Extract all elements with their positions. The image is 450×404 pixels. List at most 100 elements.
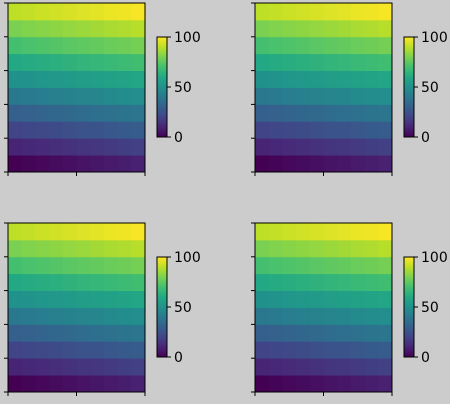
heatmap-cell <box>131 70 146 88</box>
heatmap-cell <box>296 307 311 325</box>
heatmap-cell <box>49 324 64 342</box>
heatmap-cell <box>103 104 118 122</box>
heatmap-cell <box>378 223 393 241</box>
heatmap-cell <box>131 104 146 122</box>
heatmap-cell <box>8 155 23 173</box>
heatmap-cell <box>62 138 77 156</box>
heatmap-cell <box>364 121 379 139</box>
heatmap-cell <box>364 155 379 173</box>
heatmap-cell <box>323 256 338 275</box>
heatmap-cell <box>337 223 352 241</box>
heatmap-cell <box>364 19 379 38</box>
heatmap-cell <box>296 290 311 308</box>
heatmap-cell <box>90 19 105 38</box>
heatmap-cell <box>323 19 338 38</box>
heatmap-cell <box>35 223 50 241</box>
heatmap-cell <box>268 19 283 38</box>
heatmap-cell <box>117 70 132 88</box>
heatmap-cell <box>268 138 283 156</box>
heatmap-cell <box>350 19 365 38</box>
heatmap-cell <box>337 358 352 376</box>
heatmap-cell <box>35 239 50 258</box>
heatmap-cell <box>21 273 36 291</box>
heatmap-cell <box>131 358 146 376</box>
heatmap-cell <box>255 104 270 122</box>
colorbar <box>404 37 414 137</box>
heatmap-cell <box>282 307 297 325</box>
heatmap-cell <box>350 138 365 156</box>
heatmap-cell <box>364 290 379 308</box>
heatmap-cell <box>49 358 64 376</box>
heatmap-cell <box>255 3 270 21</box>
heatmap-cell <box>8 358 23 376</box>
colorbar-tick-label: 50 <box>174 80 192 96</box>
heatmap-cell <box>49 290 64 308</box>
heatmap-cell <box>350 256 365 275</box>
heatmap-cell <box>282 256 297 275</box>
heatmap-cell <box>309 341 324 359</box>
heatmap-cell <box>8 19 23 38</box>
heatmap-cell <box>323 36 338 55</box>
heatmap-cell <box>309 36 324 55</box>
heatmap-cell <box>378 70 393 88</box>
heatmap-cell <box>8 239 23 258</box>
heatmap-cell <box>337 121 352 139</box>
heatmap-cell <box>117 121 132 139</box>
colorbar-tick-label: 50 <box>421 300 439 316</box>
heatmap-cell <box>76 19 91 38</box>
heatmap-cell <box>21 53 36 71</box>
heatmap-cell <box>323 223 338 241</box>
heatmap-cell <box>62 223 77 241</box>
heatmap-cell <box>323 138 338 156</box>
heatmap-cell <box>309 324 324 342</box>
heatmap-cell <box>309 375 324 393</box>
heatmap-cell <box>117 256 132 275</box>
heatmap-cell <box>21 36 36 55</box>
heatmap-cell <box>378 341 393 359</box>
colorbar-tick-label: 50 <box>174 300 192 316</box>
heatmap-cell <box>378 324 393 342</box>
heatmap-cell <box>337 87 352 105</box>
heatmap-cell <box>323 290 338 308</box>
heatmap-cell <box>337 341 352 359</box>
heatmap-cell <box>62 358 77 376</box>
heatmap-cell <box>309 307 324 325</box>
heatmap-cell <box>131 3 146 21</box>
heatmap-cell <box>76 104 91 122</box>
heatmap-cell <box>309 273 324 291</box>
heatmap-cell <box>309 70 324 88</box>
heatmap-cell <box>309 239 324 258</box>
heatmap-cell <box>268 155 283 173</box>
heatmap-cell <box>378 307 393 325</box>
heatmap-cell <box>282 87 297 105</box>
heatmap-cell <box>90 290 105 308</box>
heatmap-cell <box>90 324 105 342</box>
heatmap-cell <box>117 324 132 342</box>
heatmap-cell <box>62 53 77 71</box>
heatmap-cell <box>8 87 23 105</box>
heatmap-cell <box>296 358 311 376</box>
heatmap-cell <box>8 138 23 156</box>
heatmap-cell <box>35 307 50 325</box>
heatmap-cell <box>296 155 311 173</box>
heatmap-cell <box>268 87 283 105</box>
heatmap-cell <box>35 273 50 291</box>
heatmap-cell <box>350 3 365 21</box>
heatmap-cell <box>350 324 365 342</box>
heatmap-cell <box>35 121 50 139</box>
heatmap-cell <box>131 307 146 325</box>
heatmap-cell <box>62 155 77 173</box>
heatmap-cell <box>21 358 36 376</box>
heatmap-cell <box>62 256 77 275</box>
heatmap-cell <box>90 121 105 139</box>
heatmap-cell <box>296 239 311 258</box>
heatmap-cell <box>255 307 270 325</box>
heatmap-cell <box>255 70 270 88</box>
heatmap-cell <box>282 36 297 55</box>
heatmap-cell <box>323 121 338 139</box>
colorbar-tick-label: 0 <box>421 350 430 366</box>
heatmap-cell <box>255 256 270 275</box>
heatmap-cell <box>90 239 105 258</box>
heatmap-cell <box>131 155 146 173</box>
